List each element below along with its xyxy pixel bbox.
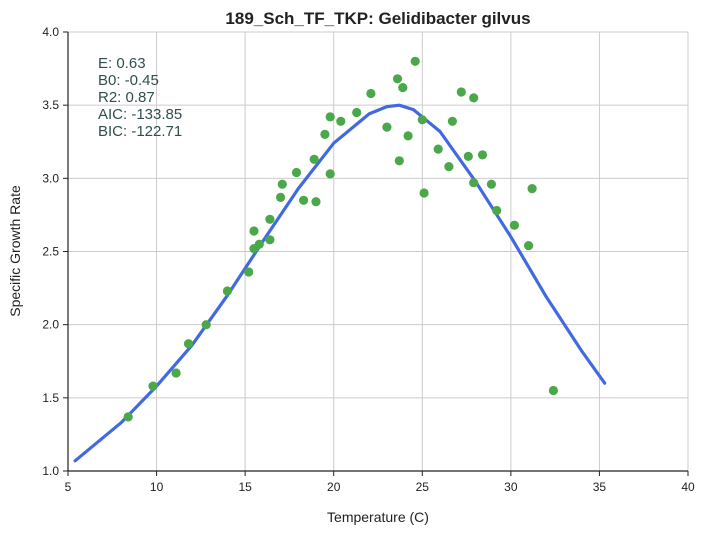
data-point [398,83,408,93]
data-point [336,116,346,126]
data-point [444,162,454,172]
data-point [477,150,488,160]
data-point [382,122,392,132]
x-tick-label: 25 [416,480,430,494]
data-point [527,184,537,194]
data-point [325,169,335,179]
data-point [249,226,259,236]
fit-curve [73,103,607,463]
ticks-layer: 5 10 15 20 25 30 35 40 1.0 1.5 2.0 2.5 3.0 3.5 4.0 [42,25,695,494]
grid-layer [67,31,689,472]
data-point [419,188,429,198]
stat-b0: B0: -0.45 [98,72,159,89]
data-point [486,179,496,189]
x-tick-label: 40 [681,480,695,494]
stat-r2: R2: 0.87 [98,89,155,106]
data-point [524,241,534,251]
y-tick-label: 1.5 [42,391,59,405]
x-axis-label: Temperature (C) [327,509,429,525]
data-point [456,87,466,97]
x-tick-label: 10 [150,480,164,494]
y-tick-label: 3.0 [42,171,59,185]
x-tick-label: 5 [65,480,72,494]
data-point [403,131,413,141]
data-point [201,320,211,330]
data-point [311,197,321,207]
data-point [244,267,254,277]
data-point [222,286,232,296]
data-point [469,178,479,188]
stats-box: E: 0.63 B0: -0.45 R2: 0.87 AIC: -133.85 … [98,55,182,140]
stat-e: E: 0.63 [98,55,146,72]
data-point [417,115,427,125]
data-point [325,112,335,122]
data-point [291,167,302,178]
x-tick-label: 30 [504,480,518,494]
data-point [447,116,457,126]
data-point [254,239,264,249]
data-point [183,339,194,349]
data-point [299,195,309,205]
data-point [410,56,420,66]
data-point [509,220,519,230]
data-point [352,107,362,118]
y-axis-label: Specific Growth Rate [7,185,23,317]
x-tick-label: 15 [238,480,252,494]
stat-aic: AIC: -133.85 [98,106,182,123]
data-point [463,151,473,161]
data-point [276,192,286,202]
data-point [123,412,133,422]
y-tick-label: 1.0 [42,464,59,478]
x-tick-label: 35 [593,480,607,494]
data-point [366,88,376,99]
stat-bic: BIC: -122.71 [98,123,182,140]
data-point [320,129,330,139]
y-tick-label: 2.5 [42,245,59,259]
points-layer [123,56,559,422]
data-point [148,381,158,391]
data-point [171,368,181,378]
data-point [469,93,479,103]
y-tick-label: 3.5 [42,98,59,112]
data-point [265,235,275,245]
data-point [492,205,502,216]
data-point [548,385,559,396]
y-tick-label: 2.0 [42,318,59,332]
chart-title: 189_Sch_TF_TKP: Gelidibacter gilvus [225,9,530,28]
data-point [433,144,443,154]
data-point [309,154,319,164]
data-point [265,214,275,224]
fit-layer [73,103,607,463]
x-tick-label: 20 [327,480,341,494]
y-tick-label: 4.0 [42,25,59,39]
data-point [277,179,287,189]
data-point [392,74,403,84]
data-point [394,156,404,166]
